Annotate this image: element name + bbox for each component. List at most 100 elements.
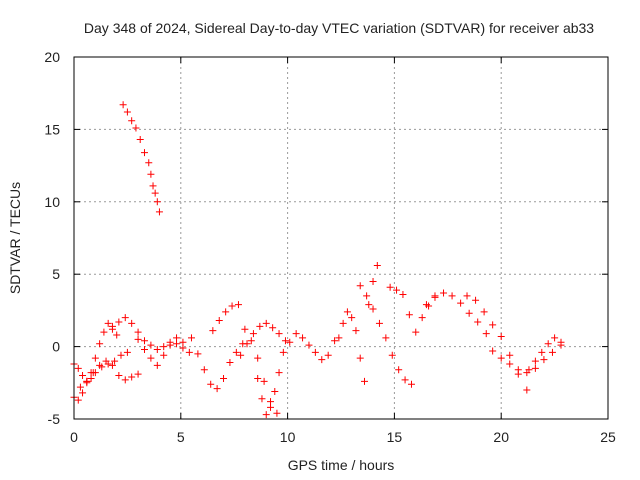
data-point xyxy=(153,361,161,369)
data-point xyxy=(363,292,371,300)
data-point xyxy=(237,351,245,359)
data-point xyxy=(523,386,531,394)
data-point xyxy=(160,351,168,359)
data-point xyxy=(386,283,394,291)
data-point xyxy=(96,361,104,369)
data-point xyxy=(247,337,255,345)
data-point xyxy=(506,360,514,368)
data-point xyxy=(262,319,270,327)
data-point xyxy=(100,328,108,336)
data-point xyxy=(448,292,456,300)
data-point xyxy=(544,340,552,348)
data-point xyxy=(395,366,403,374)
data-point xyxy=(356,354,364,362)
data-point xyxy=(256,322,264,330)
data-point xyxy=(418,314,426,322)
data-point xyxy=(279,348,287,356)
data-point xyxy=(399,290,407,298)
data-point xyxy=(271,387,279,395)
data-point xyxy=(74,364,82,372)
data-point xyxy=(249,330,257,338)
x-tick-label: 20 xyxy=(493,429,509,445)
data-point xyxy=(123,108,131,116)
data-point xyxy=(89,369,97,377)
data-point xyxy=(243,340,251,348)
data-point xyxy=(115,318,123,326)
data-point xyxy=(74,396,82,404)
data-point xyxy=(123,348,131,356)
data-point xyxy=(134,328,142,336)
data-point xyxy=(356,282,364,290)
data-point xyxy=(194,350,202,358)
data-point xyxy=(482,330,490,338)
data-point xyxy=(412,328,420,336)
data-point xyxy=(234,301,242,309)
data-point xyxy=(339,319,347,327)
data-point xyxy=(136,136,144,144)
axis-ticks xyxy=(73,56,609,420)
data-point xyxy=(113,331,121,339)
data-point xyxy=(348,314,356,322)
data-point xyxy=(228,302,236,310)
series-arc-k xyxy=(335,262,381,385)
plot-frame xyxy=(73,56,609,420)
series-arc-e xyxy=(134,334,193,369)
data-point xyxy=(465,309,473,317)
data-point xyxy=(151,189,159,197)
data-point xyxy=(269,324,277,332)
data-point xyxy=(457,299,465,307)
series-arc-g xyxy=(209,301,281,417)
data-point xyxy=(108,361,116,369)
data-point xyxy=(83,377,91,385)
data-point xyxy=(121,314,129,322)
data-point xyxy=(531,364,539,372)
data-point xyxy=(551,334,559,342)
data-point xyxy=(292,330,300,338)
data-point xyxy=(147,354,155,362)
data-point xyxy=(525,366,533,374)
series-arc-c xyxy=(108,314,187,353)
data-point xyxy=(79,372,87,380)
data-point xyxy=(79,389,87,397)
series-arc-d xyxy=(76,357,142,391)
x-axis-label: GPS time / hours xyxy=(288,457,395,473)
data-point xyxy=(153,198,161,206)
data-point xyxy=(273,409,281,417)
data-point xyxy=(281,337,289,345)
data-point xyxy=(254,374,262,382)
data-point xyxy=(119,101,127,109)
data-point xyxy=(185,348,193,356)
data-point xyxy=(128,117,136,125)
data-point xyxy=(267,403,275,411)
data-point xyxy=(241,325,249,333)
series-arc-f xyxy=(187,334,247,393)
series-arc-i xyxy=(254,369,283,419)
data-point xyxy=(213,385,221,393)
data-point xyxy=(531,357,539,365)
series-arc-l xyxy=(356,282,415,388)
data-point xyxy=(311,348,319,356)
data-point xyxy=(538,348,546,356)
data-point xyxy=(117,351,125,359)
data-point xyxy=(102,357,110,365)
data-point xyxy=(173,334,181,342)
data-point xyxy=(160,343,168,351)
data-point xyxy=(514,366,522,374)
data-point xyxy=(111,357,119,365)
data-point xyxy=(360,377,368,385)
data-point xyxy=(335,334,343,342)
data-point xyxy=(472,296,480,304)
data-point xyxy=(128,319,136,327)
data-point xyxy=(343,308,351,316)
data-point xyxy=(489,321,497,329)
data-point xyxy=(474,318,482,326)
grid-lines xyxy=(74,57,608,419)
data-point xyxy=(324,351,332,359)
data-point xyxy=(540,356,548,364)
y-tick-label: 15 xyxy=(44,121,60,137)
series-arc-h xyxy=(237,319,289,359)
data-point xyxy=(200,366,208,374)
data-point xyxy=(108,325,116,333)
data-point xyxy=(207,380,215,388)
data-point xyxy=(179,338,187,346)
